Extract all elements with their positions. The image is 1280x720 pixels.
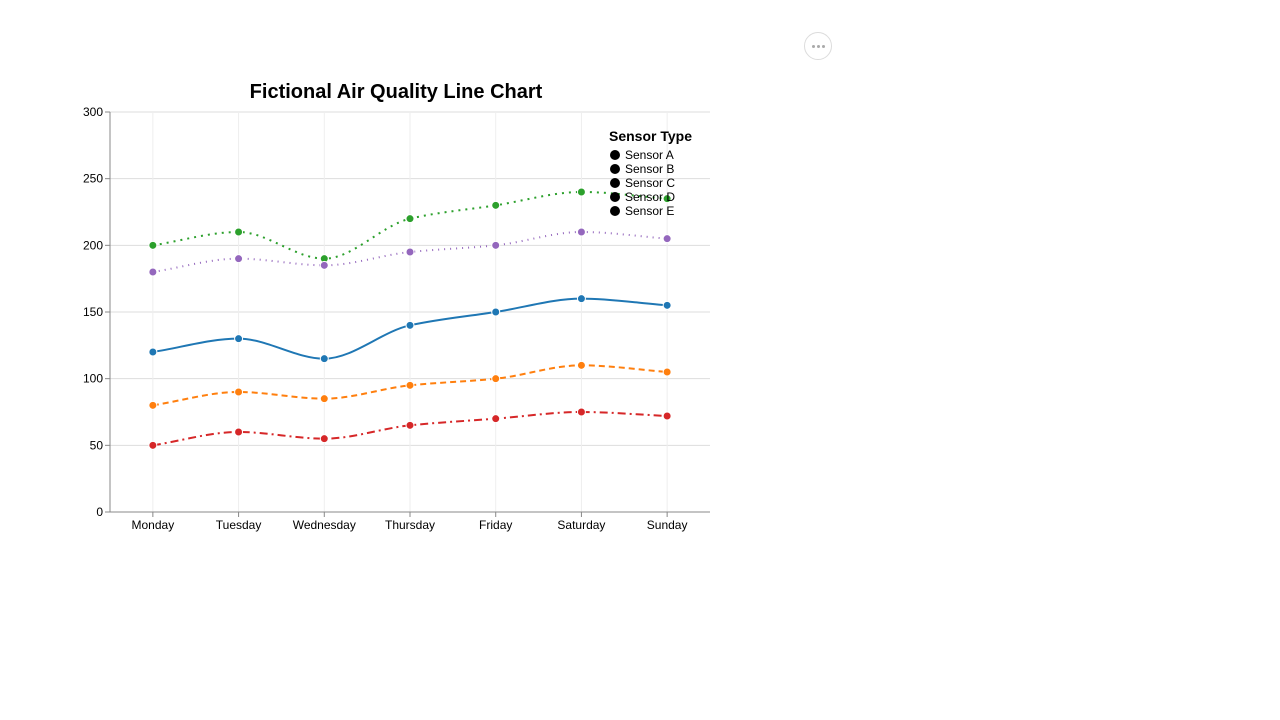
data-point[interactable] xyxy=(234,387,244,397)
data-point[interactable] xyxy=(576,360,586,370)
y-tick-label: 50 xyxy=(90,438,104,452)
data-point[interactable] xyxy=(148,240,158,250)
x-tick-label: Thursday xyxy=(385,518,435,532)
axes: 0 50 100 150 200 250 300 Monday Tuesday Wednesday… xyxy=(83,105,710,532)
x-tick-label: Tuesday xyxy=(216,518,262,532)
data-point[interactable] xyxy=(319,434,329,444)
chart-actions-menu-button[interactable] xyxy=(804,32,832,60)
data-point[interactable] xyxy=(405,420,415,430)
ellipsis-icon-dot xyxy=(816,44,820,48)
x-tick-label: Monday xyxy=(132,518,175,532)
data-point[interactable] xyxy=(234,427,244,437)
legend-marker xyxy=(610,150,620,160)
y-tick-label: 0 xyxy=(96,505,103,519)
legend-marker xyxy=(610,192,620,202)
data-point[interactable] xyxy=(491,414,501,424)
legend-label: Sensor A xyxy=(625,148,674,162)
data-point[interactable] xyxy=(662,234,672,244)
x-tick-label: Friday xyxy=(479,518,512,532)
legend-marker xyxy=(610,206,620,216)
data-point[interactable] xyxy=(405,320,415,330)
legend-label: Sensor E xyxy=(625,204,674,218)
ellipsis-icon xyxy=(811,44,815,48)
data-point[interactable] xyxy=(576,187,586,197)
data-point[interactable] xyxy=(405,380,415,390)
data-point[interactable] xyxy=(491,374,501,384)
series xyxy=(148,187,672,450)
data-point[interactable] xyxy=(234,254,244,264)
legend-marker xyxy=(610,178,620,188)
data-point[interactable] xyxy=(491,307,501,317)
grid xyxy=(110,111,710,513)
y-tick-label: 150 xyxy=(83,305,103,319)
chart-title: Fictional Air Quality Line Chart xyxy=(250,81,543,103)
data-point[interactable] xyxy=(319,260,329,270)
data-point[interactable] xyxy=(576,227,586,237)
y-tick-label: 100 xyxy=(83,372,103,386)
x-tick-label: Sunday xyxy=(647,518,688,532)
y-tick-label: 200 xyxy=(83,238,103,252)
data-point[interactable] xyxy=(662,411,672,421)
data-point[interactable] xyxy=(148,267,158,277)
data-point[interactable] xyxy=(491,240,501,250)
data-point[interactable] xyxy=(319,354,329,364)
data-point[interactable] xyxy=(405,247,415,257)
legend-title: Sensor Type xyxy=(609,128,692,144)
data-point[interactable] xyxy=(405,214,415,224)
data-point[interactable] xyxy=(662,300,672,310)
x-tick-label: Saturday xyxy=(557,518,605,532)
data-point[interactable] xyxy=(662,367,672,377)
data-point[interactable] xyxy=(491,200,501,210)
x-tick-label: Wednesday xyxy=(293,518,356,532)
data-point[interactable] xyxy=(576,294,586,304)
legend-marker xyxy=(610,164,620,174)
legend-label: Sensor D xyxy=(625,190,675,204)
data-point[interactable] xyxy=(662,194,672,204)
y-tick-label: 300 xyxy=(83,105,103,119)
data-point[interactable] xyxy=(319,394,329,404)
data-point[interactable] xyxy=(148,440,158,450)
y-tick-label: 250 xyxy=(83,172,103,186)
data-point[interactable] xyxy=(148,347,158,357)
legend-label: Sensor B xyxy=(625,162,674,176)
data-point[interactable] xyxy=(148,400,158,410)
data-point[interactable] xyxy=(576,407,586,417)
data-point[interactable] xyxy=(234,334,244,344)
ellipsis-icon-dot xyxy=(821,44,825,48)
legend-label: Sensor C xyxy=(625,176,675,190)
data-point[interactable] xyxy=(234,227,244,237)
